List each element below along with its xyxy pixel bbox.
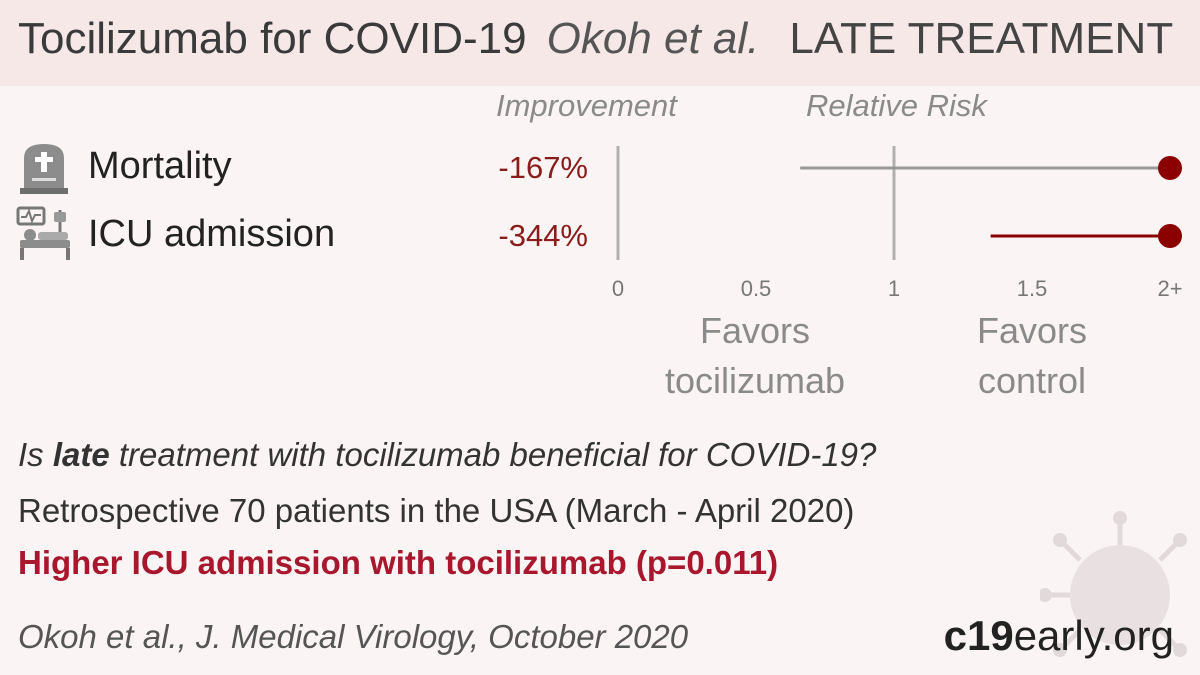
x-tick-label: 1 <box>888 276 900 301</box>
stage-label: LATE TREATMENT <box>789 14 1174 63</box>
brand-bold: c19 <box>943 612 1014 659</box>
outcome-label-icu: ICU admission <box>88 213 336 255</box>
favors-left-line1: Favors <box>699 310 811 351</box>
favors-right-line1: Favors <box>976 310 1088 351</box>
improvement-value-icu: -344% <box>498 218 588 253</box>
favors-control-label: Favors control <box>932 306 1132 406</box>
point-estimate-icu <box>1158 224 1182 248</box>
question-emphasis: late <box>52 436 110 473</box>
hospital-bed-icon <box>16 206 74 269</box>
point-estimate-mortality <box>1158 156 1182 180</box>
relative-risk-column-header: Relative Risk <box>806 88 987 123</box>
x-tick-label: 0.5 <box>741 276 772 301</box>
favors-right-line2: control <box>977 360 1087 401</box>
drug-title: Tocilizumab for COVID-19 <box>18 14 527 63</box>
study-design: Retrospective 70 patients in the USA (Ma… <box>18 492 855 529</box>
brand-logo: c19early.org <box>944 612 1174 660</box>
x-tick-label: 0 <box>612 276 624 301</box>
study-result: Higher ICU admission with tocilizumab (p… <box>18 544 779 581</box>
study-question: Is late treatment with tocilizumab benef… <box>18 436 876 474</box>
improvement-column-header: Improvement <box>496 88 677 123</box>
x-tick-label: 2+ <box>1157 276 1182 301</box>
author-label: Okoh et al. <box>546 14 760 63</box>
favors-treatment-label: Favors tocilizumab <box>640 306 870 406</box>
question-prefix: Is <box>18 436 53 473</box>
header-bar: Tocilizumab for COVID-19 Okoh et al. LATE … <box>0 0 1200 86</box>
x-tick-label: 1.5 <box>1017 276 1048 301</box>
favors-left-line2: tocilizumab <box>664 360 846 401</box>
tombstone-icon <box>16 140 72 201</box>
brand-rest: early.org <box>1013 612 1174 659</box>
improvement-value-mortality: -167% <box>498 150 588 185</box>
virus-icon <box>1040 511 1187 657</box>
citation: Okoh et al., J. Medical Virology, Octobe… <box>18 618 689 655</box>
outcome-label-mortality: Mortality <box>88 145 232 187</box>
question-suffix: treatment with tocilizumab beneficial fo… <box>109 436 877 473</box>
header-title: Tocilizumab for COVID-19 Okoh et al. LATE … <box>18 14 1173 64</box>
